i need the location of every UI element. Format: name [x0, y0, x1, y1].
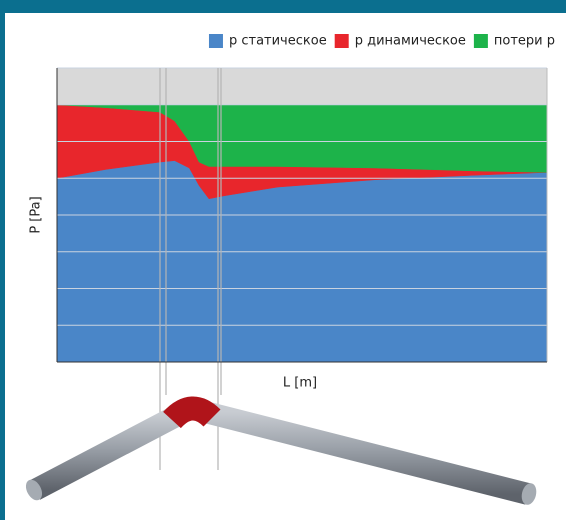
y-axis-label: P [Pa]	[29, 196, 44, 233]
legend-swatch	[208, 34, 223, 48]
x-axis-label: L [m]	[283, 376, 317, 391]
legend-swatch	[334, 34, 349, 48]
pipe-elbow	[163, 396, 221, 429]
pipe-end	[521, 483, 537, 505]
top-border	[0, 0, 566, 13]
plot	[56, 67, 548, 363]
guides	[159, 68, 222, 470]
legend: потери p p динамическое p статическое	[208, 34, 555, 49]
legend-label: потери p	[494, 34, 555, 49]
area	[56, 160, 548, 363]
pipe-segment	[29, 404, 186, 500]
legend-swatch	[473, 34, 488, 48]
pipe-segment	[202, 401, 531, 505]
pipe	[25, 396, 537, 505]
legend-label: p динамическое	[355, 34, 466, 49]
left-border	[0, 0, 5, 520]
legend-label: p статическое	[229, 34, 327, 49]
pipe-end	[25, 479, 43, 501]
